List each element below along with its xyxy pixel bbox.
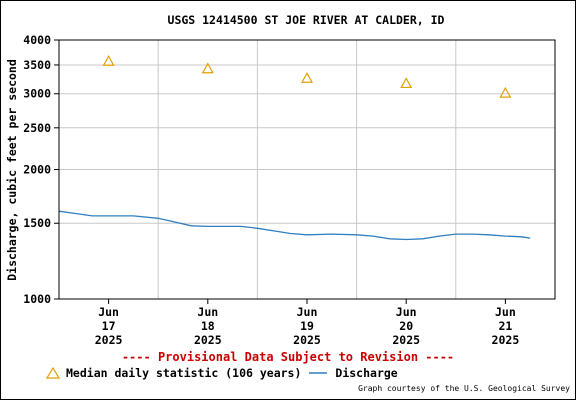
- y-tick-label: 3500: [23, 58, 51, 72]
- median-marker: [400, 77, 413, 89]
- x-tick-label: Jun: [197, 305, 218, 319]
- y-axis-ticks: 1000 1500 2000 2500 3000 3500 4000: [23, 33, 59, 306]
- y-axis-label: Discharge, cubic feet per second: [5, 59, 19, 281]
- legend-median-label: Median daily statistic (106 years): [66, 366, 302, 380]
- x-tick-label: 2025: [95, 333, 123, 347]
- legend-discharge-label: Discharge: [335, 366, 398, 380]
- median-marker: [201, 62, 214, 74]
- x-tick-label: 18: [201, 319, 215, 333]
- median-marker: [499, 86, 512, 98]
- hydrograph-chart: USGS 12414500 ST JOE RIVER AT CALDER, ID…: [5, 13, 556, 347]
- y-tick-label: 4000: [23, 33, 51, 47]
- discharge-line: [58, 210, 531, 241]
- triangle-marker-icon: [46, 367, 60, 379]
- series-layer: [58, 55, 531, 241]
- y-tick-label: 1500: [23, 216, 51, 230]
- x-tick-label: 2025: [492, 333, 520, 347]
- credit-text: Graph courtesy of the U.S. Geological Su…: [358, 384, 570, 393]
- y-tick-label: 2000: [23, 163, 51, 177]
- y-tick-label: 3000: [23, 87, 51, 101]
- x-tick-label: 19: [300, 319, 314, 333]
- chart-title: USGS 12414500 ST JOE RIVER AT CALDER, ID: [168, 13, 445, 27]
- x-tick-label: 2025: [392, 333, 420, 347]
- y-tick-label: 2500: [23, 121, 51, 135]
- x-tick-label: 2025: [293, 333, 321, 347]
- x-tick-label: Jun: [495, 305, 516, 319]
- x-tick-label: Jun: [297, 305, 318, 319]
- median-marker: [300, 71, 314, 83]
- x-tick-label: 2025: [194, 333, 222, 347]
- x-tick-label: 17: [102, 319, 116, 333]
- x-tick-label: 21: [498, 319, 512, 333]
- line-swatch-icon: [309, 372, 328, 374]
- provisional-notice: ---- Provisional Data Subject to Revisio…: [121, 350, 455, 364]
- median-marker: [102, 55, 115, 66]
- x-tick-label: Jun: [396, 305, 417, 319]
- legend-item-median: Median daily statistic (106 years): [46, 366, 301, 380]
- y-tick-label: 1000: [23, 292, 51, 306]
- grid-lines: [59, 39, 555, 300]
- legend-item-discharge: Discharge: [309, 366, 398, 380]
- plot-area-border: [58, 39, 556, 300]
- legend: Median daily statistic (106 years) Disch…: [46, 366, 406, 380]
- x-axis-ticks: Jun172025Jun182025Jun192025Jun202025Jun2…: [95, 299, 520, 347]
- x-tick-label: 20: [399, 319, 413, 333]
- x-tick-label: Jun: [98, 305, 119, 319]
